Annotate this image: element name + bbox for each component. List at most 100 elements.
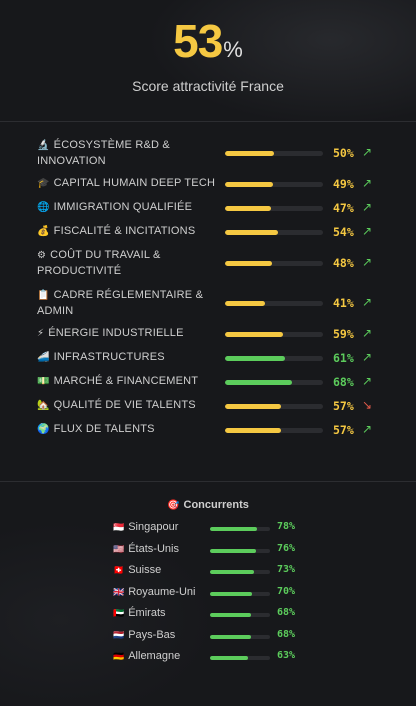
germany-flag-icon: 🇩🇪 xyxy=(113,652,125,662)
trend-up-icon: ↗ xyxy=(362,200,373,214)
criterion-percent: 48% xyxy=(333,256,354,270)
competitor-bar-fill xyxy=(210,570,254,574)
criterion-label-text: IMMIGRATION QUALIFIÉE xyxy=(53,201,193,213)
competitor-name-text: Suisse xyxy=(128,564,162,576)
criterion-label-text: FLUX DE TALENTS xyxy=(53,423,155,435)
trend-up-icon: ↗ xyxy=(362,176,373,190)
criterion-percent: 41% xyxy=(333,296,354,310)
criterion-bar xyxy=(225,356,323,361)
criterion-bar xyxy=(225,301,323,306)
criterion-label: 💰 FISCALITÉ & INCITATIONS xyxy=(37,224,219,240)
competitor-bar xyxy=(210,634,270,639)
competitor-name: 🇦🇪 Émirats xyxy=(113,607,205,619)
criterion-bar xyxy=(225,380,323,385)
divider xyxy=(0,481,416,482)
competitor-row: 🇳🇱 Pays-Bas 68% xyxy=(0,629,416,645)
trend-up-icon: ↗ xyxy=(362,374,373,388)
competitor-bar xyxy=(210,548,270,553)
trend-up-icon: ↗ xyxy=(362,422,373,436)
criterion-bar-fill xyxy=(225,380,292,385)
criterion-label-text: FISCALITÉ & INCITATIONS xyxy=(53,225,196,237)
criterion-label: 🏡 QUALITÉ DE VIE TALENTS xyxy=(37,398,219,414)
criterion-bar xyxy=(225,332,323,337)
competitor-percent: 76% xyxy=(277,542,296,554)
criterion-label: 🔬 ÉCOSYSTÈME R&D & INNOVATION xyxy=(37,138,219,169)
score-header: 53% Score attractivité France xyxy=(0,0,416,122)
house-icon: 🏡 xyxy=(37,400,50,411)
criterion-label-text: INFRASTRUCTURES xyxy=(53,351,165,363)
competitors-title: 🎯 Concurrents xyxy=(0,499,416,511)
criterion-bar-fill xyxy=(225,261,273,266)
competitor-percent: 68% xyxy=(277,628,296,640)
criterion-percent: 54% xyxy=(333,225,354,239)
criterion-bar xyxy=(225,182,323,187)
competitor-name: 🇩🇪 Allemagne xyxy=(113,650,205,662)
competitor-row: 🇸🇬 Singapour 78% xyxy=(0,521,416,537)
competitor-percent: 70% xyxy=(277,585,296,597)
criterion-label: 🌐 IMMIGRATION QUALIFIÉE xyxy=(37,200,219,216)
divider xyxy=(0,121,416,122)
criterion-percent: 57% xyxy=(333,399,354,413)
earth-icon: 🌍 xyxy=(37,424,50,435)
banknote-icon: 💵 xyxy=(37,376,50,387)
competitor-percent: 63% xyxy=(277,650,296,661)
criterion-label: 🎓 CAPITAL HUMAIN DEEP TECH xyxy=(37,176,219,192)
competitor-bar xyxy=(210,656,270,660)
singapore-flag-icon: 🇸🇬 xyxy=(113,523,125,533)
competitor-row: 🇩🇪 Allemagne 63% xyxy=(0,650,416,666)
competitor-percent: 73% xyxy=(277,564,296,575)
score-subtitle: Score attractivité France xyxy=(132,78,284,94)
competitor-name-text: Émirats xyxy=(128,607,166,619)
microscope-icon: 🔬 xyxy=(37,140,50,151)
criterion-bar xyxy=(225,261,323,266)
uk-flag-icon: 🇬🇧 xyxy=(113,587,125,598)
competitor-bar-fill xyxy=(210,548,256,553)
score-display: 53% xyxy=(0,14,416,68)
competitor-bar-fill xyxy=(210,656,248,660)
score-value: 53 xyxy=(173,15,223,67)
lightning-icon: ⚡ xyxy=(37,328,45,339)
competitor-name: 🇳🇱 Pays-Bas xyxy=(113,629,205,641)
competitor-bar-fill xyxy=(210,591,252,596)
criterion-bar-fill xyxy=(225,151,274,156)
trend-up-icon: ↗ xyxy=(362,295,373,309)
competitor-row: 🇨🇭 Suisse 73% xyxy=(0,564,416,580)
trend-up-icon: ↗ xyxy=(362,224,373,238)
criterion-label: 🚄 INFRASTRUCTURES xyxy=(37,350,219,366)
criterion-percent: 49% xyxy=(333,177,354,191)
competitor-row: 🇦🇪 Émirats 68% xyxy=(0,607,416,623)
score-unit: % xyxy=(223,37,243,62)
competitor-bar-fill xyxy=(210,613,251,617)
competitor-bar-fill xyxy=(210,527,257,531)
trend-down-icon: ↘ xyxy=(362,398,373,412)
criterion-bar xyxy=(225,206,323,211)
criterion-bar-fill xyxy=(225,404,281,409)
competitor-percent: 68% xyxy=(277,607,296,618)
criterion-bar-fill xyxy=(225,230,278,235)
competitor-name-text: Royaume-Uni xyxy=(128,585,196,598)
criterion-label: ⚡ ÉNERGIE INDUSTRIELLE xyxy=(37,326,219,342)
criterion-bar-fill xyxy=(225,356,285,361)
competitor-bar xyxy=(210,591,270,596)
criterion-bar-fill xyxy=(225,428,281,433)
trend-up-icon: ↗ xyxy=(362,326,373,340)
criterion-bar-fill xyxy=(225,206,272,211)
criterion-label: 🌍 FLUX DE TALENTS xyxy=(37,422,219,438)
criterion-label-text: COÛT DU TRAVAIL & PRODUCTIVITÉ xyxy=(37,249,161,277)
criterion-label: 💵 MARCHÉ & FINANCEMENT xyxy=(37,374,219,390)
criterion-bar-fill xyxy=(225,182,274,187)
criterion-label-text: MARCHÉ & FINANCEMENT xyxy=(53,375,199,387)
criterion-percent: 59% xyxy=(333,327,354,341)
criterion-label: ⚙ COÛT DU TRAVAIL & PRODUCTIVITÉ xyxy=(37,248,219,279)
competitor-name-text: Pays-Bas xyxy=(128,628,176,641)
trend-up-icon: ↗ xyxy=(362,255,373,269)
criterion-percent: 47% xyxy=(333,201,354,215)
competitor-name: 🇺🇸 États-Unis xyxy=(113,543,205,555)
netherlands-flag-icon: 🇳🇱 xyxy=(113,630,125,641)
criterion-bar xyxy=(225,151,323,156)
competitor-row: 🇺🇸 États-Unis 76% xyxy=(0,543,416,559)
competitor-row: 🇬🇧 Royaume-Uni 70% xyxy=(0,586,416,602)
criterion-bar-fill xyxy=(225,301,266,306)
competitor-name: 🇸🇬 Singapour xyxy=(113,521,205,533)
graduation-cap-icon: 🎓 xyxy=(37,178,50,189)
